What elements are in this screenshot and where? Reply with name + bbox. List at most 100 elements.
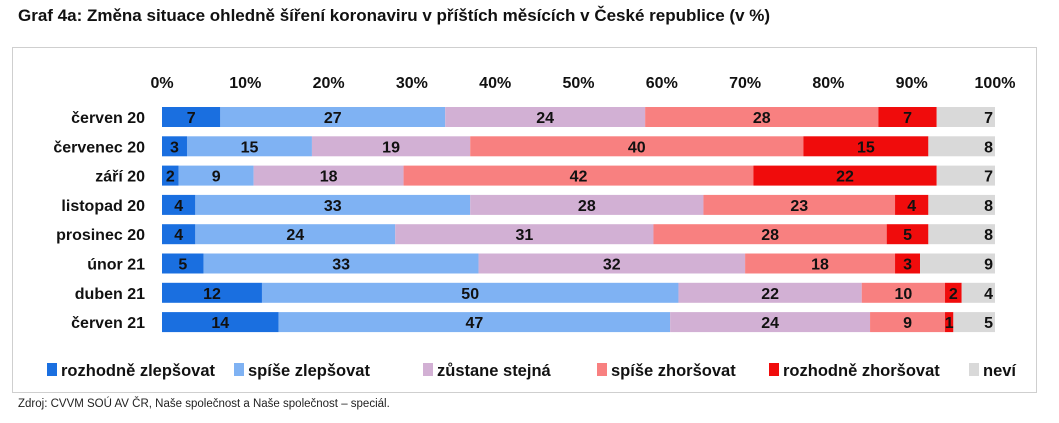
bar-segment <box>945 282 962 303</box>
legend-label: neví <box>983 362 1017 380</box>
source-note: Zdroj: CVVM SOÚ AV ČR, Naše společnost a… <box>18 398 390 410</box>
chart-frame <box>12 47 1037 393</box>
bar-segment <box>928 136 995 157</box>
data-label: 28 <box>578 198 596 215</box>
category-label: duben 21 <box>75 286 145 303</box>
bar-segment <box>162 194 196 215</box>
data-label: 3 <box>903 257 912 274</box>
legend: rozhodně zlepšovat spíše zlepšovat zůstane… <box>47 362 1017 380</box>
data-label: 24 <box>286 227 304 244</box>
data-label: 4 <box>174 227 183 244</box>
legend-swatch <box>234 363 244 376</box>
bar-segment <box>928 194 995 215</box>
x-tick-label: 0% <box>150 75 173 92</box>
legend-label: spíše zlepšovat <box>248 362 370 380</box>
data-label: 4 <box>907 198 916 215</box>
bar-segment <box>878 107 937 127</box>
data-label: 31 <box>515 227 533 244</box>
bar-segment <box>162 136 187 157</box>
bar-segment <box>470 194 704 215</box>
bar-segment <box>178 165 254 186</box>
bar-segment <box>703 194 896 215</box>
bar-segment <box>928 224 995 245</box>
category-label: prosinec 20 <box>56 227 145 244</box>
bar-segment <box>162 312 279 333</box>
bar-segment <box>186 136 312 157</box>
data-label: 22 <box>836 169 854 186</box>
data-label: 15 <box>241 139 259 156</box>
bar-segment <box>403 165 754 186</box>
category-label: únor 21 <box>87 257 145 274</box>
bar-segment <box>670 312 871 333</box>
data-label: 23 <box>790 198 808 215</box>
legend-swatch <box>969 363 979 376</box>
data-label: 4 <box>984 286 993 303</box>
bar-segment <box>278 312 671 333</box>
x-tick-label: 70% <box>729 75 761 92</box>
bar-segment <box>470 136 804 157</box>
bar-segment <box>745 253 896 274</box>
bar-segment <box>162 107 221 127</box>
data-label: 4 <box>174 198 183 215</box>
bar-segment <box>803 136 929 157</box>
legend-label: zůstane stejná <box>437 362 552 380</box>
bar-segment <box>195 194 471 215</box>
category-label: listopad 20 <box>61 198 145 215</box>
bar-segment <box>203 253 479 274</box>
legend-label: rozhodně zhoršovat <box>783 362 940 380</box>
data-label: 40 <box>628 139 646 156</box>
bar-segment <box>311 136 471 157</box>
legend-label: spíše zhoršovat <box>611 362 736 380</box>
data-label: 2 <box>166 169 175 186</box>
data-label: 5 <box>178 257 187 274</box>
data-label: 24 <box>536 110 554 127</box>
data-label: 32 <box>603 257 621 274</box>
data-label: 18 <box>811 257 829 274</box>
category-label: září 20 <box>95 169 145 186</box>
category-labels: červen 20 červenec 20 září 20 listopad 20 pr… <box>53 110 145 332</box>
bar-segment <box>936 107 995 127</box>
data-label: 19 <box>382 139 400 156</box>
category-label: červen 21 <box>71 315 145 332</box>
bar-segment <box>678 282 862 303</box>
data-label: 1 <box>945 315 954 332</box>
chart-title: Graf 4a: Změna situace ohledně šíření ko… <box>18 6 771 25</box>
data-label: 9 <box>903 315 912 332</box>
legend-swatch <box>597 363 607 376</box>
bar-segment <box>895 194 929 215</box>
x-tick-label: 10% <box>229 75 261 92</box>
data-label: 7 <box>984 169 993 186</box>
bar-segment <box>945 312 954 333</box>
data-label: 33 <box>324 198 342 215</box>
bar-segment <box>753 165 937 186</box>
data-label: 5 <box>984 315 993 332</box>
data-label: 5 <box>903 227 912 244</box>
bar-segment <box>936 165 995 186</box>
data-label: 9 <box>984 257 993 274</box>
data-label: 7 <box>984 110 993 127</box>
bar-segment <box>195 224 396 245</box>
bar-segment <box>162 224 196 245</box>
bar-segment <box>961 282 995 303</box>
bar-segment <box>395 224 654 245</box>
x-tick-label: 100% <box>975 75 1016 92</box>
data-label: 3 <box>170 139 179 156</box>
x-tick-label: 80% <box>812 75 844 92</box>
x-tick-label: 90% <box>896 75 928 92</box>
data-label: 24 <box>761 315 779 332</box>
data-label: 14 <box>211 315 229 332</box>
data-label: 18 <box>320 169 338 186</box>
legend-swatch <box>769 363 779 376</box>
x-tick-label: 60% <box>646 75 678 92</box>
category-label: červenec 20 <box>53 139 145 156</box>
x-tick-label: 50% <box>562 75 594 92</box>
legend-swatch <box>423 363 433 376</box>
data-label: 7 <box>187 110 196 127</box>
data-label: 8 <box>984 139 993 156</box>
bar-segment <box>253 165 404 186</box>
bar-segment <box>645 107 879 127</box>
legend-swatch <box>47 363 57 376</box>
bar-segment <box>220 107 446 127</box>
bar-segment <box>162 165 179 186</box>
